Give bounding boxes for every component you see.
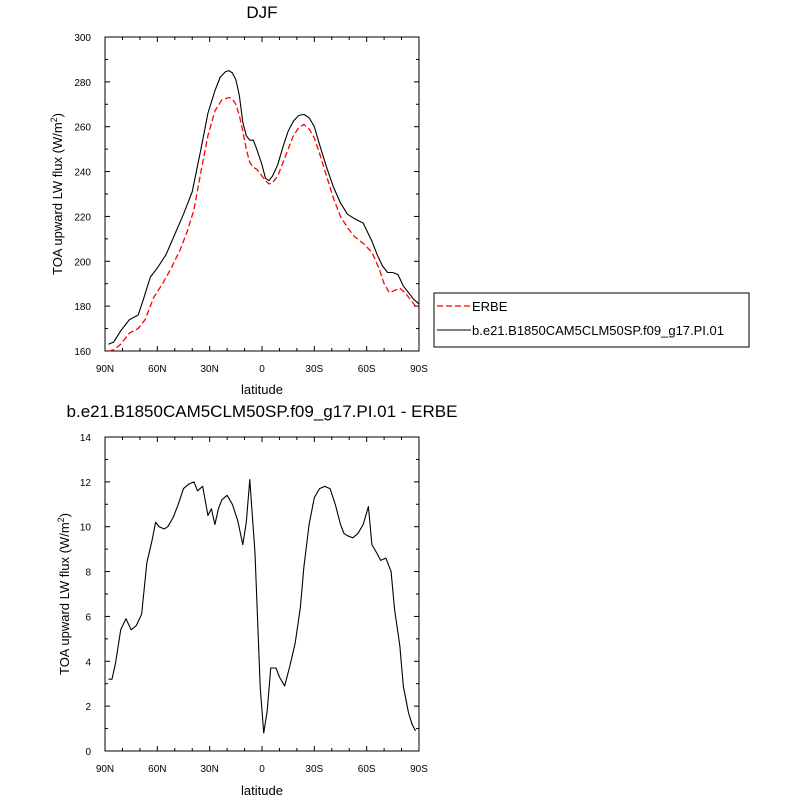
- top-x-tick-label: 30S: [305, 364, 323, 375]
- bottom-x-tick-label: 30N: [200, 764, 218, 775]
- top-x-tick-label: 90N: [96, 364, 114, 375]
- top-y-axis-label-sup: 2: [49, 117, 59, 122]
- top-y-tick-label: 180: [74, 302, 91, 313]
- bottom-y-tick-label: 2: [85, 702, 91, 713]
- top-chart-title: DJF: [246, 3, 277, 22]
- bottom-x-tick-label: 60S: [358, 764, 376, 775]
- legend-box: [433, 292, 750, 348]
- bottom-y-axis-label-sup: 2: [56, 517, 66, 522]
- top-y-tick-label: 280: [74, 78, 91, 89]
- bottom-y-tick-label: 4: [85, 657, 91, 668]
- bottom-y-tick-label: 6: [85, 612, 91, 623]
- bottom-x-tick-label: 60N: [148, 764, 166, 775]
- top-y-tick-label: 260: [74, 123, 91, 134]
- bottom-chart-title: b.e21.B1850CAM5CLM50SP.f09_g17.PI.01 - E…: [67, 402, 458, 421]
- bottom-y-axis-label: TOA upward LW flux (W/m2): [56, 513, 72, 675]
- top-x-tick-label: 0: [259, 364, 265, 375]
- bottom-y-tick-label: 8: [85, 568, 91, 579]
- top-y-tick-label: 200: [74, 257, 91, 268]
- top-x-tick-label: 60S: [358, 364, 376, 375]
- bottom-y-tick-label: 14: [80, 433, 92, 444]
- bottom-y-tick-label: 12: [80, 478, 92, 489]
- bottom-x-tick-label: 0: [259, 764, 265, 775]
- top-x-axis-label: latitude: [241, 382, 283, 397]
- bottom-series-line-model: [108, 479, 416, 734]
- top-x-tick-label: 90S: [410, 364, 428, 375]
- top-y-axis-label-close: ): [50, 113, 65, 117]
- top-tick-marks: [104, 36, 420, 352]
- bottom-x-tick-label: 30S: [305, 764, 323, 775]
- top-x-tick-labels: 90N 60N 30N 0 30S 60S 90S: [96, 364, 428, 375]
- bottom-x-axis-label: latitude: [241, 783, 283, 798]
- bottom-tick-marks: [104, 436, 420, 752]
- top-plot-frame: [104, 36, 420, 352]
- bottom-y-tick-label: 0: [85, 747, 91, 758]
- bottom-y-axis-label-close: ): [57, 513, 72, 517]
- top-y-tick-label: 300: [74, 33, 91, 44]
- bottom-x-tick-label: 90N: [96, 764, 114, 775]
- legend-label-erbe: ERBE: [472, 299, 508, 314]
- bottom-series-lines: [108, 479, 416, 734]
- bottom-y-tick-label: 10: [80, 523, 92, 534]
- bottom-x-tick-labels: 90N 60N 30N 0 30S 60S 90S: [96, 764, 428, 775]
- top-y-axis-label-text: TOA upward LW flux (W/m: [50, 122, 65, 275]
- top-y-tick-labels: 160 180 200 220 240 260 280 300: [74, 33, 91, 358]
- legend-label-model: b.e21.B1850CAM5CLM50SP.f09_g17.PI.01: [472, 323, 724, 338]
- bottom-y-axis-label-text: TOA upward LW flux (W/m: [57, 522, 72, 675]
- top-chart-panel: DJF 90N 60N 30N 0 30S 60S 90S 160 180 200 220 240 2…: [49, 3, 750, 397]
- top-y-axis-label: TOA upward LW flux (W/m2): [49, 113, 65, 275]
- top-x-tick-label: 60N: [148, 364, 166, 375]
- top-series-lines: [108, 70, 420, 352]
- legend: ERBE b.e21.B1850CAM5CLM50SP.f09_g17.PI.0…: [433, 292, 750, 348]
- bottom-chart-panel: b.e21.B1850CAM5CLM50SP.f09_g17.PI.01 - E…: [56, 402, 457, 798]
- top-y-tick-label: 240: [74, 168, 91, 179]
- bottom-y-tick-labels: 0 2 4 6 8 10 12 14: [80, 433, 92, 758]
- top-series-line-erbe: [108, 96, 420, 352]
- top-y-tick-label: 220: [74, 212, 91, 223]
- top-series-line-model: [108, 70, 420, 345]
- top-y-tick-label: 160: [74, 347, 91, 358]
- top-x-tick-label: 30N: [200, 364, 218, 375]
- bottom-x-tick-label: 90S: [410, 764, 428, 775]
